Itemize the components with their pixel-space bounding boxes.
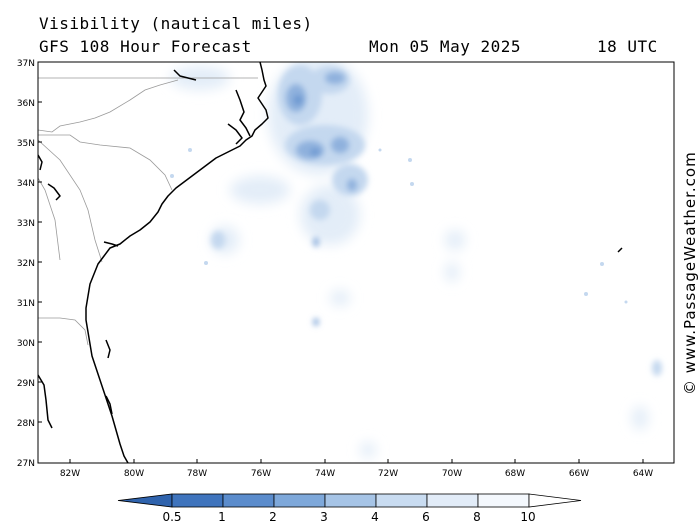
copyright-credit: © www.PassageWeather.com xyxy=(681,151,699,395)
latitude-labels: 37N 36N 35N 34N 33N 32N 31N 30N 29N 28N … xyxy=(17,59,35,469)
colorbar-label: 6 xyxy=(422,510,430,524)
lat-label: 27N xyxy=(17,459,35,469)
colorbar-label: 3 xyxy=(320,510,328,524)
lon-label: 80W xyxy=(124,469,144,479)
colorbar-swatch xyxy=(171,493,224,508)
lat-label: 36N xyxy=(17,99,35,109)
coastline xyxy=(38,62,623,463)
lat-label: 35N xyxy=(17,139,35,149)
forecast-date: Mon 05 May 2025 xyxy=(369,37,521,56)
colorbar xyxy=(117,493,582,508)
state-borders xyxy=(38,77,258,346)
colorbar-swatch xyxy=(222,493,275,508)
lon-label: 74W xyxy=(315,469,335,479)
colorbar-label: 10 xyxy=(520,510,536,524)
colorbar-swatch xyxy=(426,493,479,508)
low-visibility-area xyxy=(170,62,662,458)
colorbar-arrow-high xyxy=(528,493,582,508)
lon-label: 78W xyxy=(187,469,207,479)
colorbar-label: 4 xyxy=(371,510,379,524)
lon-label: 66W xyxy=(569,469,589,479)
lat-label: 31N xyxy=(17,299,35,309)
colorbar-label: 8 xyxy=(473,510,481,524)
lat-label: 34N xyxy=(17,179,35,189)
lat-label: 32N xyxy=(17,259,35,269)
lat-label: 30N xyxy=(17,339,35,349)
colorbar-swatch xyxy=(375,493,428,508)
lat-label: 28N xyxy=(17,419,35,429)
forecast-time: 18 UTC xyxy=(597,37,658,56)
lon-label: 82W xyxy=(60,469,80,479)
colorbar-swatch xyxy=(477,493,530,508)
lat-label: 29N xyxy=(17,379,35,389)
colorbar-arrow-low xyxy=(117,493,173,508)
longitude-axis xyxy=(69,459,644,463)
lat-label: 33N xyxy=(17,219,35,229)
colorbar-label: 2 xyxy=(269,510,277,524)
map-title: Visibility (nautical miles) xyxy=(39,14,313,33)
lon-label: 72W xyxy=(378,469,398,479)
lat-label: 37N xyxy=(17,59,35,69)
lon-label: 76W xyxy=(251,469,271,479)
lon-label: 70W xyxy=(442,469,462,479)
latitude-axis xyxy=(38,61,42,423)
colorbar-swatch xyxy=(273,493,326,508)
lon-label: 64W xyxy=(633,469,653,479)
longitude-labels: 82W 80W 78W 76W 74W 72W 70W 68W 66W 64W xyxy=(60,469,653,479)
colorbar-label: 0.5 xyxy=(162,510,182,524)
colorbar-label: 1 xyxy=(218,510,226,524)
lon-label: 68W xyxy=(505,469,525,479)
forecast-subtitle: GFS 108 Hour Forecast xyxy=(39,37,252,56)
colorbar-swatch xyxy=(324,493,377,508)
